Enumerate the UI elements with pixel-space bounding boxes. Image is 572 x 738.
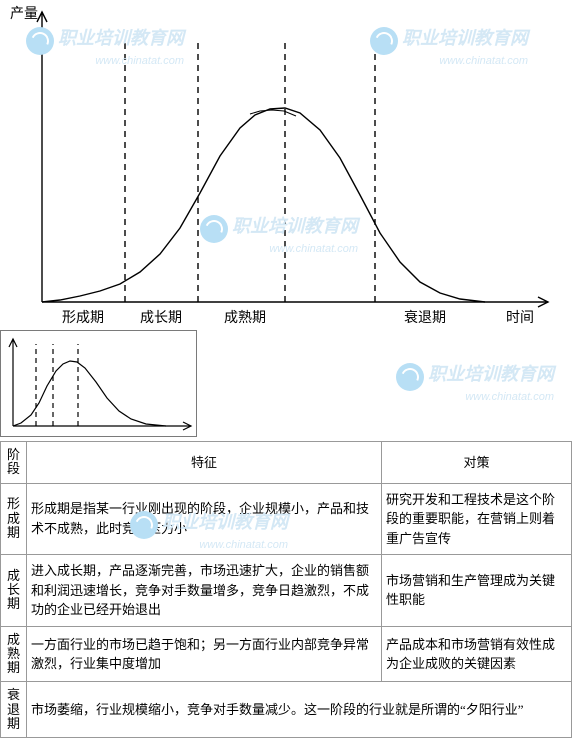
- phase-cell: 形成期: [1, 483, 27, 555]
- col-phase-header: 阶段: [1, 442, 27, 484]
- watermark-logo-icon: [396, 363, 424, 391]
- feature-cell: 进入成长期，产品逐渐完善，市场迅速扩大，企业的销售额和利润迅速增长，竞争对手数量…: [27, 555, 382, 627]
- table-row: 成熟期一方面行业的市场已趋于饱和；另一方面行业内部竞争异常激烈，行业集中度增加产…: [1, 626, 572, 682]
- table-row: 衰退期市场萎缩，行业规模缩小，竞争对手数量减少。这一阶段的行业就是所谓的“夕阳行…: [1, 682, 572, 738]
- table-header-row: 阶段 特征 对策: [1, 442, 572, 484]
- phase-cell: 成长期: [1, 555, 27, 627]
- col-feature-header: 特征: [27, 442, 382, 484]
- table-row: 成长期进入成长期，产品逐渐完善，市场迅速扩大，企业的销售额和利润迅速增长，竞争对…: [1, 555, 572, 627]
- feature-strategy-cell: 市场萎缩，行业规模缩小，竞争对手数量减少。这一阶段的行业就是所谓的“夕阳行业”: [27, 682, 572, 738]
- main-chart-svg: 产量时间 形成期 成长期 成熟期 衰退期: [0, 0, 572, 330]
- watermark-text-url: www.chinatat.com: [396, 391, 554, 403]
- watermark-text-cn: 职业培训教育网: [428, 364, 554, 384]
- svg-text:成长期: 成长期: [140, 310, 182, 326]
- phase-cell: 衰退期: [1, 682, 27, 738]
- svg-text:产量: 产量: [10, 6, 38, 22]
- strategy-cell: 市场营销和生产管理成为关键性职能: [382, 555, 572, 627]
- feature-cell: 形成期是指某一行业刚出现的阶段，企业规模小，产品和技术不成熟，此时竞争压力小: [27, 483, 382, 555]
- strategy-cell: 产品成本和市场营销有效性成为企业成败的关键因素: [382, 626, 572, 682]
- svg-text:衰退期: 衰退期: [404, 309, 446, 326]
- lifecycle-table: 阶段 特征 对策 形成期形成期是指某一行业刚出现的阶段，企业规模小，产品和技术不…: [0, 441, 572, 738]
- svg-text:时间: 时间: [506, 310, 534, 326]
- feature-cell: 一方面行业的市场已趋于饱和；另一方面行业内部竞争异常激烈，行业集中度增加: [27, 626, 382, 682]
- col-strategy-header: 对策: [382, 442, 572, 484]
- phase-cell: 成熟期: [1, 626, 27, 682]
- main-lifecycle-chart: 产量时间 形成期 成长期 成熟期 衰退期: [0, 0, 572, 330]
- table-row: 形成期形成期是指某一行业刚出现的阶段，企业规模小，产品和技术不成熟，此时竞争压力…: [1, 483, 572, 555]
- watermark: 职业培训教育网 www.chinatat.com: [396, 360, 554, 403]
- svg-text:形成期: 形成期: [62, 310, 104, 326]
- small-chart-svg: [1, 331, 196, 436]
- strategy-cell: 研究开发和工程技术是这个阶段的重要职能，在营销上则着重广告宣传: [382, 483, 572, 555]
- small-chart-container: [0, 330, 197, 437]
- svg-text:成熟期: 成熟期: [224, 310, 266, 326]
